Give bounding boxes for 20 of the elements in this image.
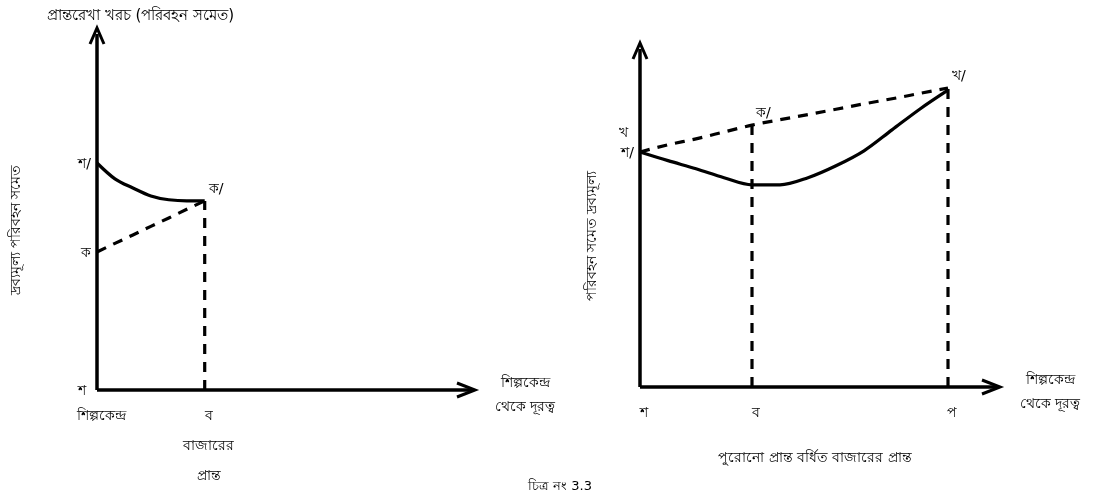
y-axis-title: দ্রব্যমূল্য পরিবহন সমেত [7, 164, 24, 297]
x-tick-label: ব [751, 404, 760, 420]
annotation: শ/ [77, 155, 92, 171]
text: চিত্র নং 3.3 [527, 478, 592, 493]
x-axis-title: শিল্পকেন্দ্র থেকে দূরত্ব [494, 374, 557, 415]
chart-title: প্রান্তরেখা খরচ (পরিবহন সমেত) [47, 6, 235, 24]
x-tick-label: শিল্পকেন্দ্র [75, 407, 127, 423]
y-axis-title: পরিবহন সমেত দ্রব্যমূল্য [583, 169, 600, 302]
annotation: ক/ [207, 179, 224, 196]
text: পুরোনো প্রান্ত বর্ধিত বাজারের প্রান্ত [718, 449, 912, 466]
x-tick-label: শ [639, 404, 649, 420]
annotation: ক [80, 243, 91, 260]
text: খ [619, 124, 629, 140]
x-tick-label: প [947, 404, 957, 420]
x-tick-label: ব বাজারের প্রান্ত [182, 407, 235, 483]
annotation: শ/ [620, 143, 635, 160]
text: শ [77, 382, 87, 398]
annotation: খ/ [952, 67, 966, 83]
x-axis-title: শিল্পকেন্দ্র থেকে দূরত্ব [1019, 371, 1082, 412]
annotation: ক/ [755, 104, 771, 121]
